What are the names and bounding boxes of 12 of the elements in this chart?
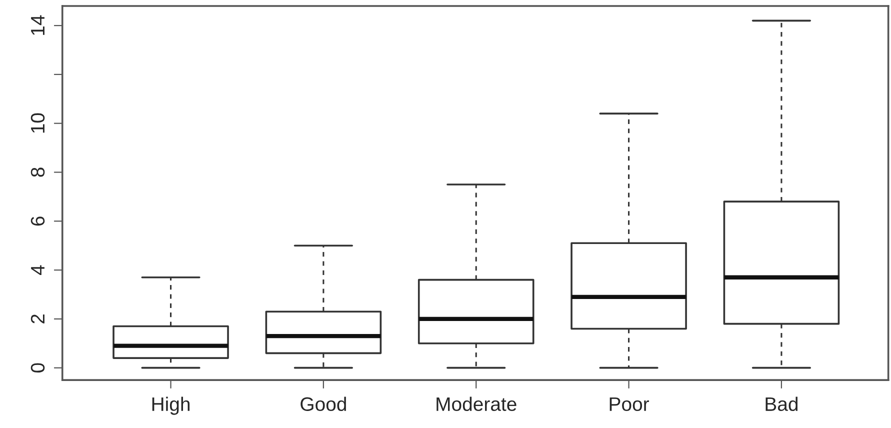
y-tick-label: 0 — [30, 363, 45, 372]
x-tick-label: Good — [300, 396, 346, 412]
x-tick-label: Poor — [610, 397, 649, 412]
y-tick-label: 14 — [31, 15, 44, 35]
y-tick-label: 10 — [30, 113, 45, 133]
x-tick-label: Bad — [766, 396, 798, 412]
x-tick-label: Moderate — [436, 396, 516, 412]
y-tick-label: 4 — [31, 265, 44, 276]
y-tick-label: 8 — [30, 168, 45, 177]
y-tick-label: 6 — [30, 216, 45, 226]
x-tick-label: High — [152, 396, 190, 415]
y-tick-label: 2 — [30, 314, 44, 324]
